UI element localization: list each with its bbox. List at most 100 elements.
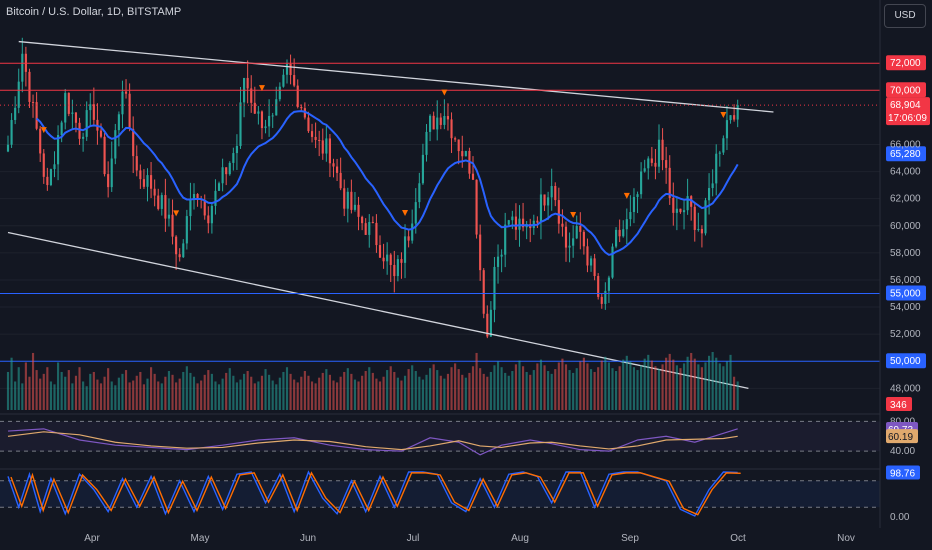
volume-bar [336,382,339,410]
volume-bar [339,376,342,410]
candle [718,152,721,154]
candle [293,75,296,86]
volume-bar [42,373,45,410]
volume-bar [31,352,35,410]
volume-bar [260,375,264,410]
volume-bar [636,370,639,410]
volume-bar [57,362,60,410]
volume-bar [525,371,528,410]
candle [203,199,206,216]
candle [568,245,571,248]
volume-bar [28,376,31,410]
candle [92,104,95,120]
volume-bar [518,360,521,410]
stoch-k-line [7,470,738,517]
volume-bar [207,370,210,410]
candle [729,115,732,121]
level-tag [886,55,926,71]
volume-bar [99,383,103,410]
volume-bar [318,377,321,410]
candle [414,202,417,224]
volume-bar [164,376,167,410]
volume-bar [250,376,253,410]
volume-bar [396,377,399,410]
volume-bar [121,373,124,410]
volume-bar [82,381,85,410]
volume-bar [479,368,482,410]
volume-bar [217,384,221,410]
volume-bar [586,363,589,410]
volume-bar [672,359,675,410]
candle [371,222,374,224]
volume-bar [192,376,196,410]
volume-bar [500,367,503,410]
candle [554,186,557,201]
volume-bar [282,371,285,410]
volume-bar [722,366,725,410]
volume-bar [661,364,664,410]
candle [407,236,410,241]
volume-bar [214,381,217,410]
candle [675,208,678,213]
volume-bar [368,367,371,410]
volume-bar [92,371,95,410]
candle [614,229,618,247]
candle [368,222,371,235]
volume-bar [24,362,27,410]
volume-bar [461,374,464,410]
candle [682,210,686,213]
volume-bar [60,371,63,410]
candle [235,145,238,154]
candle [486,313,489,337]
candle [611,246,614,278]
rsi-tick: 80.00 [890,416,915,427]
signal-marker [441,89,448,96]
candle [42,153,45,177]
volume-bar [411,365,414,410]
candle [128,93,131,129]
candle [74,112,78,123]
volume-bar [522,366,525,410]
volume-bar [6,371,10,410]
candle [686,196,689,211]
volume-bar [389,366,392,410]
candle [210,205,213,224]
candle [14,107,17,120]
volume-bar [175,382,178,410]
candle [657,139,661,167]
level-tag [886,82,926,98]
volume-bar [89,373,92,410]
candle [250,88,253,103]
candle [57,135,60,165]
candle [85,110,88,137]
candle [328,138,331,164]
candle [39,128,42,154]
volume-bar [239,379,242,410]
volume-label: 346 [890,400,907,411]
candle [593,258,596,277]
candle [239,102,242,146]
volume-bar [693,358,696,410]
volume-bar [418,376,421,410]
volume-bar [632,367,636,410]
candle [475,179,478,235]
candle [135,156,138,171]
volume-bar [457,369,460,410]
volume-bar [35,370,38,410]
currency-button[interactable]: USD [884,4,926,28]
volume-bar [529,374,532,410]
candle [557,200,560,224]
candle [325,138,328,154]
volume-bar [264,369,267,410]
x-tick-label: Sep [621,533,639,544]
volume-bar [139,371,142,410]
candle [446,116,450,120]
candle [575,226,578,239]
candle [697,228,700,230]
candle [536,220,539,223]
candle [450,119,453,139]
volume-bar [668,353,671,410]
level-tag [886,353,926,369]
candle [654,162,657,167]
